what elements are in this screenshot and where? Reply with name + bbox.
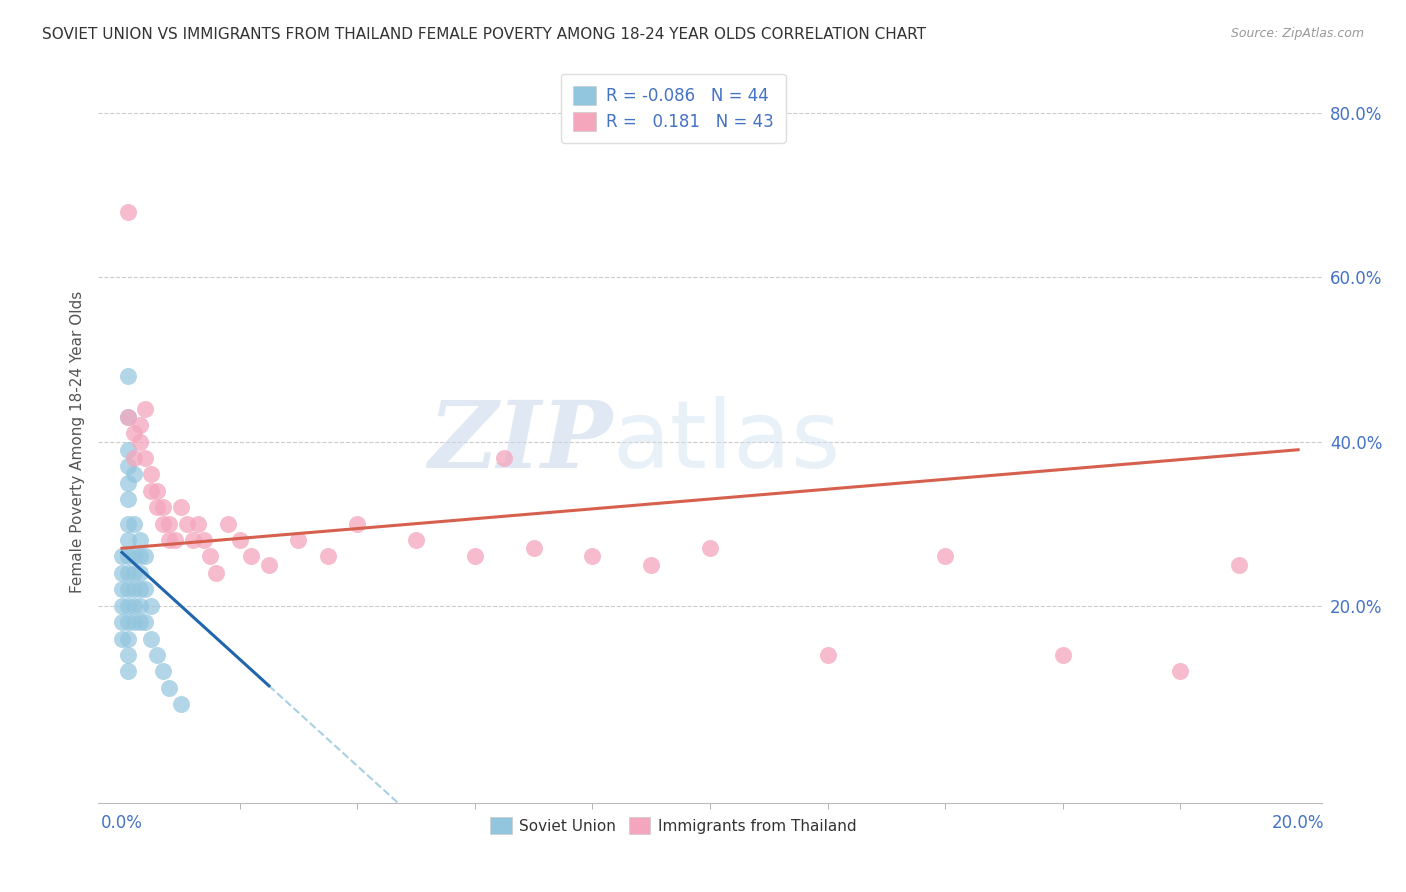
Point [117, 566, 139, 580]
Point [146, 500, 169, 515]
Point [494, 450, 516, 465]
Point [170, 500, 193, 515]
Point [405, 533, 427, 547]
Point [141, 467, 163, 482]
Point [111, 615, 134, 630]
Point [157, 681, 180, 695]
Point [111, 582, 134, 597]
Point [157, 516, 180, 531]
Point [128, 549, 150, 564]
Point [198, 549, 221, 564]
Point [217, 516, 239, 531]
Point [181, 533, 204, 547]
Point [122, 467, 145, 482]
Point [152, 516, 174, 531]
Point [523, 541, 546, 556]
Point [117, 368, 139, 383]
Point [117, 533, 139, 547]
Point [346, 516, 368, 531]
Point [152, 500, 174, 515]
Point [464, 549, 486, 564]
Point [117, 648, 139, 662]
Point [934, 549, 956, 564]
Point [141, 483, 163, 498]
Point [128, 434, 150, 449]
Point [111, 566, 134, 580]
Point [117, 409, 139, 424]
Point [146, 648, 169, 662]
Point [122, 582, 145, 597]
Point [128, 599, 150, 613]
Point [176, 516, 198, 531]
Point [240, 549, 263, 564]
Point [122, 615, 145, 630]
Point [128, 533, 150, 547]
Point [141, 599, 163, 613]
Point [1227, 558, 1250, 572]
Text: SOVIET UNION VS IMMIGRANTS FROM THAILAND FEMALE POVERTY AMONG 18-24 YEAR OLDS CO: SOVIET UNION VS IMMIGRANTS FROM THAILAND… [42, 27, 927, 42]
Point [122, 450, 145, 465]
Point [205, 566, 228, 580]
Point [316, 549, 339, 564]
Point [287, 533, 309, 547]
Point [117, 491, 139, 506]
Point [111, 549, 134, 564]
Point [640, 558, 662, 572]
Point [257, 558, 280, 572]
Point [117, 442, 139, 457]
Point [122, 549, 145, 564]
Point [117, 459, 139, 474]
Point [817, 648, 839, 662]
Point [170, 698, 193, 712]
Point [111, 599, 134, 613]
Point [128, 582, 150, 597]
Point [117, 582, 139, 597]
Point [134, 582, 156, 597]
Point [117, 599, 139, 613]
Point [117, 204, 139, 219]
Point [117, 632, 139, 646]
Point [128, 418, 150, 433]
Point [117, 409, 139, 424]
Point [163, 533, 186, 547]
Text: ZIP: ZIP [427, 397, 612, 486]
Point [117, 615, 139, 630]
Legend: Soviet Union, Immigrants from Thailand: Soviet Union, Immigrants from Thailand [482, 809, 863, 842]
Y-axis label: Female Poverty Among 18-24 Year Olds: Female Poverty Among 18-24 Year Olds [69, 291, 84, 592]
Point [187, 516, 209, 531]
Point [134, 549, 156, 564]
Point [193, 533, 215, 547]
Point [117, 665, 139, 679]
Point [111, 632, 134, 646]
Point [228, 533, 250, 547]
Point [157, 533, 180, 547]
Point [134, 401, 156, 416]
Point [128, 566, 150, 580]
Point [117, 475, 139, 490]
Point [134, 450, 156, 465]
Point [146, 483, 169, 498]
Text: Source: ZipAtlas.com: Source: ZipAtlas.com [1230, 27, 1364, 40]
Point [581, 549, 603, 564]
Text: atlas: atlas [612, 395, 841, 488]
Point [134, 615, 156, 630]
Point [122, 516, 145, 531]
Point [152, 665, 174, 679]
Point [117, 516, 139, 531]
Point [128, 615, 150, 630]
Point [122, 566, 145, 580]
Point [122, 599, 145, 613]
Point [122, 426, 145, 441]
Point [699, 541, 721, 556]
Point [141, 632, 163, 646]
Point [1052, 648, 1074, 662]
Point [117, 549, 139, 564]
Point [1170, 665, 1192, 679]
